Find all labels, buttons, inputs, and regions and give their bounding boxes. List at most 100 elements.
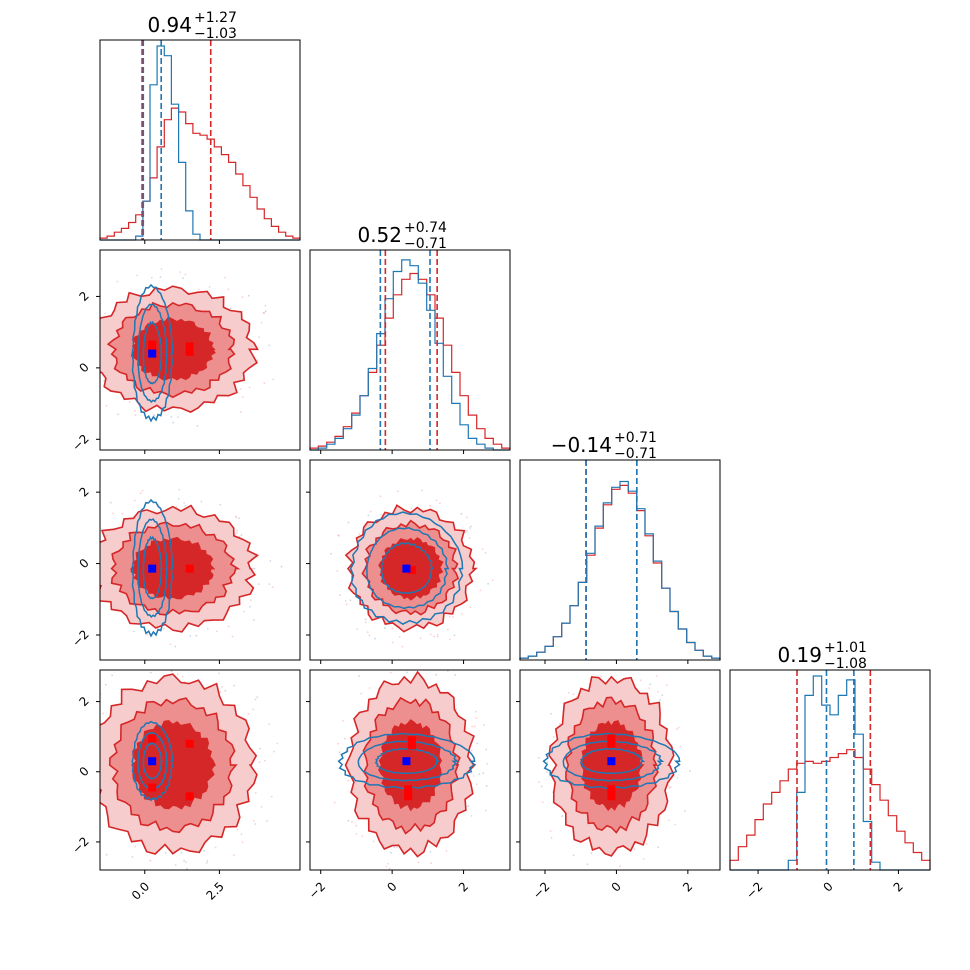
sample-point (139, 492, 142, 495)
marker-b (148, 349, 157, 358)
sample-point (259, 747, 261, 750)
sample-point (271, 586, 274, 588)
sample-point (372, 840, 375, 843)
sample-point (481, 548, 484, 550)
title-minus: −1.03 (194, 26, 237, 42)
sample-point (227, 625, 230, 628)
sample-point (268, 583, 271, 585)
density-panel-3 (309, 459, 511, 661)
sample-point (344, 737, 346, 740)
sample-point (396, 846, 398, 849)
x-tick-label: −2 (530, 879, 552, 901)
x-tick-label: 2 (456, 879, 471, 894)
sample-point (178, 488, 181, 491)
hist-series-b (100, 45, 300, 241)
sample-point (174, 645, 177, 648)
sample-point (572, 693, 575, 696)
sample-point (240, 534, 243, 537)
sample-point (405, 671, 408, 674)
sample-point (445, 849, 448, 852)
y-tick-label: 2 (76, 289, 91, 304)
sample-point (665, 684, 668, 686)
sample-point (355, 833, 358, 835)
sample-point (254, 823, 256, 825)
sample-point (264, 304, 267, 307)
sample-point (590, 852, 593, 855)
sample-point (177, 416, 179, 419)
sample-point (484, 809, 487, 812)
hist-series-b (519, 480, 721, 660)
sample-point (429, 875, 431, 877)
sample-point (668, 819, 670, 822)
sample-point (383, 667, 385, 669)
sample-point (82, 750, 84, 752)
sample-point (179, 271, 182, 273)
sample-point (252, 708, 255, 711)
sample-point (149, 859, 152, 862)
sample-point (475, 717, 478, 720)
density-contour-b (137, 731, 169, 790)
sample-point (219, 691, 222, 693)
sample-point (86, 345, 88, 347)
marker-a (407, 736, 416, 745)
sample-point (561, 815, 563, 818)
sample-point (484, 552, 487, 554)
sample-point (233, 684, 236, 687)
sample-point (236, 828, 239, 831)
sample-point (552, 736, 555, 738)
sample-point (88, 538, 90, 540)
panel-content (67, 488, 283, 648)
sample-point (367, 514, 370, 517)
sample-point (85, 817, 87, 819)
sample-point (216, 630, 218, 633)
sample-point (336, 569, 339, 572)
density-contour-b (357, 740, 460, 782)
sample-point (128, 400, 131, 403)
sample-point (233, 854, 235, 856)
sample-point (240, 411, 242, 414)
sample-point (96, 325, 98, 327)
sample-point (390, 851, 392, 854)
sample-point (380, 513, 382, 516)
sample-point (96, 371, 98, 373)
marker-a (607, 734, 616, 743)
sample-point (67, 582, 69, 584)
hist-panel-1: 0.94 +1.27−1.03 (99, 10, 301, 241)
sample-point (134, 845, 136, 848)
density-panel-4 (64, 657, 301, 871)
sample-point (89, 785, 91, 787)
sample-point (333, 801, 336, 804)
sample-point (403, 880, 405, 882)
sample-point (360, 692, 363, 695)
sample-point (162, 627, 165, 630)
sample-point (268, 723, 270, 726)
sample-point (111, 674, 113, 677)
sample-point (379, 495, 382, 498)
sample-point (67, 371, 69, 373)
density-panel-5 (309, 667, 511, 882)
sample-point (600, 675, 602, 678)
sample-point (243, 610, 245, 613)
marker-a (185, 342, 194, 351)
density-panel-2 (67, 459, 301, 661)
panel-content (330, 489, 494, 648)
sample-point (92, 546, 94, 548)
sample-point (75, 544, 77, 546)
title-minus: −0.71 (614, 446, 657, 462)
sample-point (71, 368, 73, 370)
density-contour-b (142, 320, 163, 385)
density-contour-b (142, 535, 163, 600)
sample-point (105, 404, 108, 407)
marker-b (402, 564, 411, 573)
x-tick-label: −2 (743, 879, 765, 901)
sample-point (182, 277, 185, 279)
sample-point (64, 748, 66, 750)
sample-point (94, 603, 96, 605)
panel-content (333, 667, 489, 882)
sample-point (183, 502, 186, 504)
sample-point (676, 776, 679, 779)
sample-point (470, 525, 472, 528)
sample-point (550, 836, 553, 839)
sample-point (213, 657, 215, 659)
sample-point (388, 867, 391, 870)
